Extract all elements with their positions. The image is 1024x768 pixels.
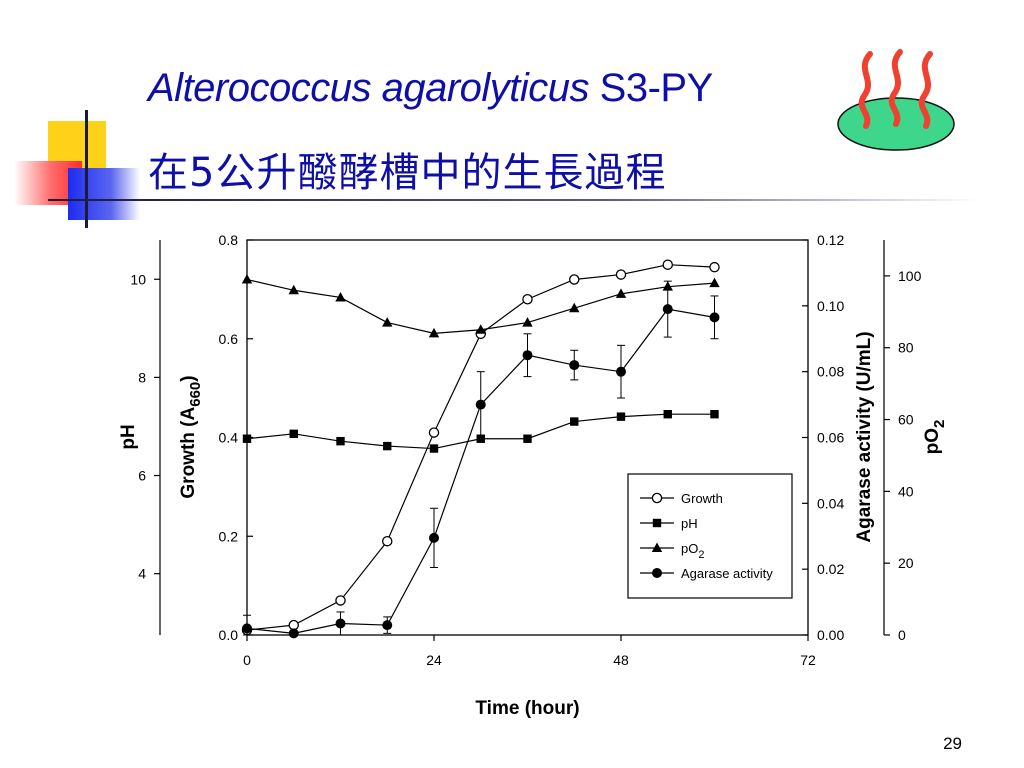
growth-point bbox=[522, 293, 533, 305]
deco-vertical-line bbox=[85, 110, 88, 228]
series-layer bbox=[241, 259, 720, 639]
growth-point bbox=[709, 261, 720, 273]
ph-point bbox=[289, 429, 298, 439]
agarase-tick-label: 0.12 bbox=[817, 232, 844, 248]
po2-point bbox=[475, 324, 486, 334]
growth-point bbox=[335, 595, 346, 606]
ph-tick-label: 6 bbox=[138, 468, 146, 484]
growth-tick-label: 0.6 bbox=[219, 331, 239, 347]
ph-point bbox=[336, 436, 345, 446]
growth-tick-label: 0.4 bbox=[219, 430, 239, 446]
ph-point bbox=[663, 409, 672, 419]
legend-label: Agarase activity bbox=[681, 566, 773, 581]
growth-point bbox=[428, 427, 440, 438]
growth-tick-label: 0.2 bbox=[219, 528, 239, 544]
title-strain: S3-PY bbox=[589, 66, 714, 110]
slide-subtitle: 在5公升醱酵槽中的生長過程 bbox=[148, 150, 667, 196]
x-tick-label: 24 bbox=[426, 652, 442, 668]
growth-point bbox=[569, 274, 580, 285]
growth-point bbox=[615, 269, 627, 280]
po2-tick-label: 100 bbox=[898, 268, 922, 284]
growth-point bbox=[662, 259, 674, 270]
ph-point bbox=[429, 444, 439, 453]
deco-blue-gradient-block bbox=[68, 168, 140, 220]
po2-point bbox=[709, 277, 720, 288]
agarase-activity-point bbox=[569, 360, 580, 371]
legend-marker bbox=[651, 492, 663, 504]
ph-point bbox=[476, 434, 485, 443]
growth-tick-label: 0.0 bbox=[219, 627, 239, 643]
po2-point bbox=[335, 291, 346, 302]
po2-point bbox=[615, 288, 627, 298]
agarase-activity-point bbox=[475, 399, 486, 410]
growth-point bbox=[288, 619, 299, 631]
deco-horizontal-rule bbox=[48, 199, 978, 201]
x-tick-label: 0 bbox=[243, 652, 251, 668]
po2-tick-label: 20 bbox=[898, 555, 914, 571]
agarase-activity-point bbox=[429, 532, 439, 543]
agarase-tick-label: 0.06 bbox=[817, 430, 844, 446]
agarase-activity-point bbox=[709, 312, 720, 323]
ph-tick-label: 4 bbox=[138, 566, 146, 582]
po2-point bbox=[428, 327, 440, 338]
ph-tick-label: 8 bbox=[138, 369, 146, 385]
growth-axis-label: Growth (A660) bbox=[178, 375, 204, 498]
agarase-activity-point bbox=[288, 628, 299, 639]
legend-marker bbox=[652, 518, 662, 528]
po2-tick-label: 80 bbox=[898, 340, 914, 356]
agarase-activity-point bbox=[382, 620, 393, 631]
agarase-activity-point bbox=[616, 366, 626, 377]
po2-point bbox=[288, 284, 299, 295]
x-tick-label: 48 bbox=[613, 652, 629, 668]
legend-label: Growth bbox=[681, 491, 723, 506]
ph-axis-label: pH bbox=[118, 424, 139, 449]
po2-point bbox=[382, 317, 393, 327]
growth-tick-label: 0.8 bbox=[219, 232, 239, 248]
x-axis-label: Time (hour) bbox=[475, 698, 579, 719]
po2-point bbox=[522, 317, 533, 327]
agarase-tick-label: 0.10 bbox=[817, 298, 844, 314]
legend: Growth pH pO2 Agarase activity bbox=[627, 473, 793, 599]
agarase-activity-point bbox=[242, 623, 252, 634]
po2-tick-label: 60 bbox=[898, 412, 914, 428]
legend-marker bbox=[652, 568, 662, 578]
agarase-tick-label: 0.00 bbox=[817, 627, 844, 643]
po2-point bbox=[569, 302, 580, 313]
page-number: 29 bbox=[943, 734, 962, 753]
legend-marker bbox=[651, 542, 663, 552]
ph-tick-label: 10 bbox=[130, 271, 146, 287]
po2-point bbox=[241, 274, 253, 284]
x-tick-label: 72 bbox=[800, 652, 816, 668]
steaming-dish-icon bbox=[837, 49, 955, 151]
ph-point bbox=[570, 417, 579, 426]
agarase-tick-label: 0.02 bbox=[817, 561, 844, 577]
po2-axis-label: pO2 bbox=[922, 420, 948, 455]
agarase-activity-point bbox=[522, 350, 533, 361]
legend-label: pH bbox=[681, 516, 698, 531]
ph-point bbox=[616, 412, 626, 421]
ph-point bbox=[383, 441, 392, 451]
title-species: Alterococcus agarolyticus bbox=[148, 66, 590, 110]
agarase-tick-label: 0.08 bbox=[817, 364, 844, 380]
po2-tick-label: 40 bbox=[898, 483, 914, 499]
agarase-activity-point bbox=[335, 618, 346, 629]
agarase-tick-label: 0.04 bbox=[817, 495, 844, 511]
ph-point bbox=[242, 434, 252, 443]
legend-label: pO2 bbox=[681, 541, 704, 561]
po2-tick-label: 0 bbox=[898, 627, 906, 643]
ph-point bbox=[523, 434, 532, 443]
ph-point bbox=[710, 409, 719, 419]
agarase-axis-label: Agarase activity (U/mL) bbox=[854, 331, 875, 542]
slide-title: Alterococcus agarolyticus S3-PY bbox=[148, 66, 713, 111]
agarase-activity-point bbox=[662, 304, 673, 315]
growth-point bbox=[381, 535, 393, 547]
